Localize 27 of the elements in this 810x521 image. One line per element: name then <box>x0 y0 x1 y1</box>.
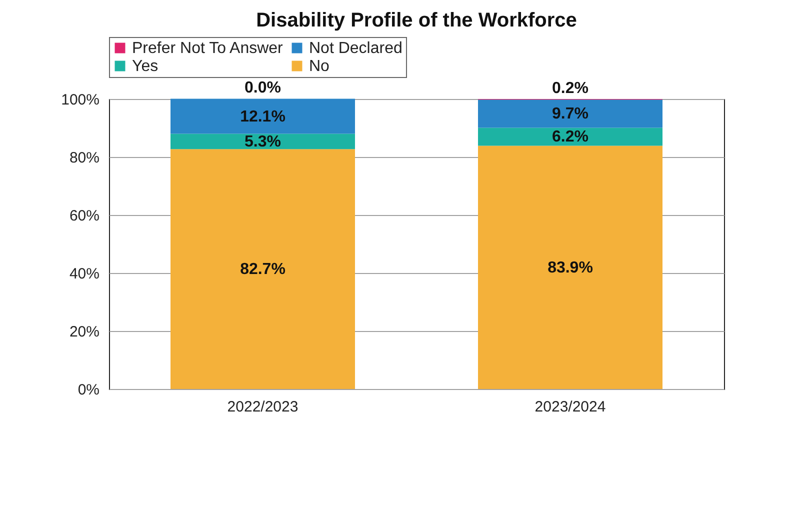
legend-label: Not Declared <box>309 40 402 57</box>
data-label: 12.1% <box>240 108 286 126</box>
y-tick-label: 80% <box>69 150 100 166</box>
data-label: 0.2% <box>552 80 588 97</box>
data-label: 82.7% <box>240 261 286 278</box>
legend-label: Yes <box>132 58 158 75</box>
legend-label: Prefer Not To Answer <box>132 40 284 57</box>
y-tick-label: 60% <box>69 208 100 224</box>
bar <box>170 149 355 389</box>
bar <box>478 128 662 146</box>
data-label: 83.9% <box>548 259 593 276</box>
data-label: 5.3% <box>244 133 281 150</box>
y-tick-label: 40% <box>69 266 100 282</box>
bar <box>170 98 355 134</box>
data-label: 9.7% <box>552 106 588 123</box>
y-tick-label: 20% <box>69 324 100 340</box>
data-label: 0.0% <box>244 80 281 97</box>
bar <box>478 100 662 128</box>
legend-label: No <box>309 58 330 75</box>
x-tick-label: 2022/2023 <box>227 398 298 416</box>
bar <box>170 134 355 150</box>
y-tick-label: 100% <box>61 92 100 108</box>
data-label: 6.2% <box>552 128 588 146</box>
x-tick-label: 2023/2024 <box>534 398 606 416</box>
chart-title: Disability Profile of the Workforce <box>256 10 577 32</box>
y-tick-label: 0% <box>78 382 100 398</box>
bar <box>478 146 662 389</box>
